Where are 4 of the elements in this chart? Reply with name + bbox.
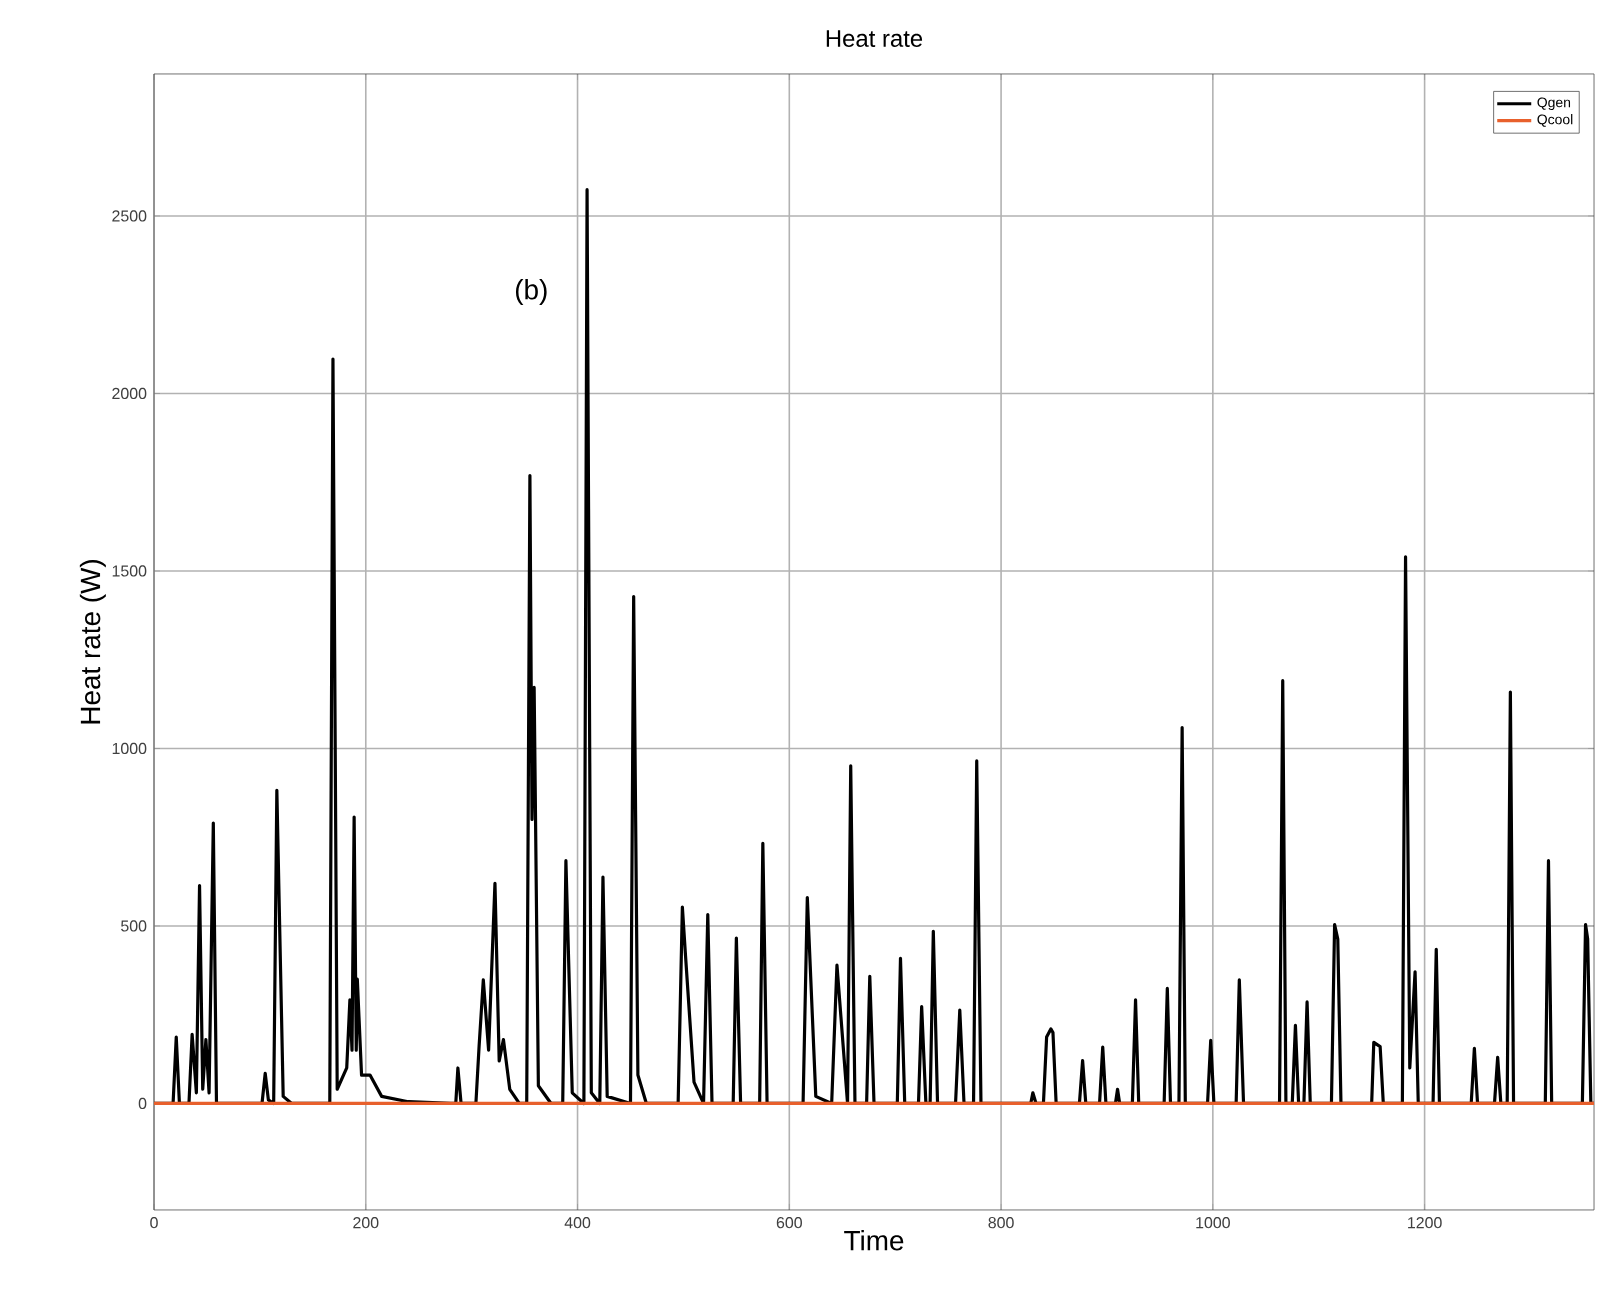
annotation: (b) [515, 279, 547, 306]
chart-title: Heat rate [826, 30, 923, 47]
x-axis-title: Time [844, 1229, 904, 1251]
y-axis-title: Heat rate (W) [79, 560, 106, 724]
